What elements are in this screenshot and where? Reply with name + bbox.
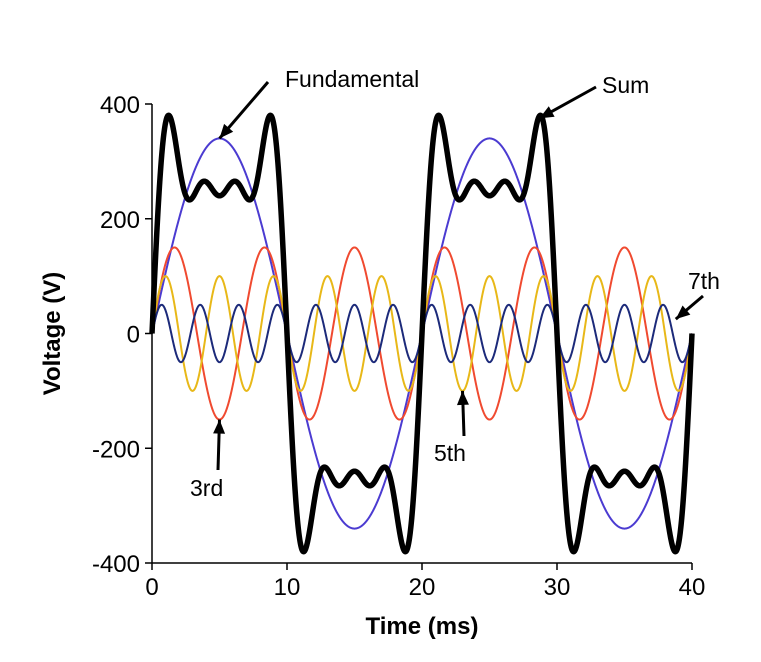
y-tick-label: 400: [100, 92, 140, 119]
annotation-label: Sum: [602, 72, 649, 98]
x-tick-label: 20: [409, 574, 436, 601]
y-tick-label: -400: [92, 551, 140, 578]
series-line-sum: [149, 112, 695, 555]
annotation-arrowhead: [456, 390, 469, 406]
x-tick-label: 10: [274, 574, 301, 601]
x-tick-label: 0: [145, 574, 158, 601]
y-axis-title: Voltage (V): [39, 272, 66, 396]
annotation-label: 5th: [434, 440, 466, 466]
annotation-arrowhead: [539, 106, 555, 119]
annotation-arrowhead: [675, 305, 691, 320]
annotation-label: 7th: [688, 268, 720, 294]
x-axis-title: Time (ms): [366, 613, 479, 640]
y-tick-label: 200: [100, 207, 140, 234]
annotation-arrowhead: [213, 419, 226, 434]
annotation-label: 3rd: [190, 475, 223, 501]
x-tick-label: 30: [544, 574, 571, 601]
x-tick-label: 40: [679, 574, 706, 601]
y-tick-label: -200: [92, 436, 140, 463]
annotation-label: Fundamental: [285, 66, 419, 92]
y-tick-label: 0: [127, 322, 140, 349]
annotations: Fundamental Sum 7th 5th 3rd: [190, 66, 720, 501]
plot-area: [149, 112, 695, 555]
ticks: 0 10 20 30 40 400 200 0 -200 -400: [92, 92, 705, 601]
annotation-arrowhead: [219, 123, 234, 139]
